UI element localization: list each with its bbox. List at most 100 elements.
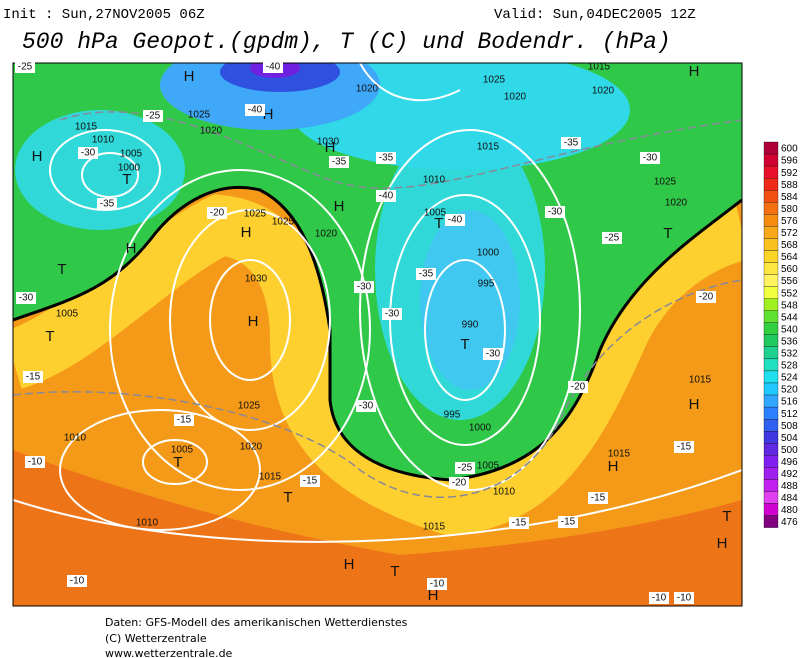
- temperature-label: -25: [605, 233, 620, 244]
- high-pressure-marker: H: [344, 556, 355, 573]
- temperature-label: -30: [81, 148, 96, 159]
- colorbar-label: 560: [781, 264, 798, 275]
- colorbar-swatch: [763, 334, 779, 347]
- temperature-label-box: [558, 516, 578, 528]
- colorbar-label: 544: [781, 312, 798, 323]
- colorbar-label: 580: [781, 204, 798, 215]
- temperature-label: -10: [652, 593, 667, 604]
- isobar-label: 1000: [469, 423, 492, 434]
- temperature-label-box: [143, 110, 163, 122]
- temperature-label-box: [568, 381, 588, 393]
- isobar-label: 1020: [315, 229, 338, 240]
- temperature-label-box: [674, 441, 694, 453]
- temperature-label-box: [588, 492, 608, 504]
- colorbar-swatch: [763, 214, 779, 227]
- temperature-label-box: [97, 198, 117, 210]
- isobar-label: 1030: [245, 274, 268, 285]
- colorbar-label: 600: [781, 144, 798, 155]
- colorbar-label: 516: [781, 397, 798, 408]
- isobar-label: 1005: [56, 309, 79, 320]
- colorbar-swatch: [763, 515, 779, 528]
- colorbar-swatch: [763, 141, 779, 155]
- high-pressure-marker: H: [32, 148, 43, 165]
- temperature-label-box: [329, 156, 349, 168]
- colorbar-label: 536: [781, 336, 798, 347]
- colorbar-label: 568: [781, 240, 798, 251]
- isobar-label: 1020: [240, 442, 263, 453]
- temperature-label: -15: [303, 476, 318, 487]
- low-pressure-marker: T: [45, 328, 54, 345]
- colorbar-swatch: [763, 190, 779, 203]
- isobar-label: 1025: [483, 75, 506, 86]
- temperature-label: -40: [266, 62, 281, 73]
- colorbar-label: 512: [781, 409, 798, 420]
- isobar-label: 1000: [118, 163, 141, 174]
- temperature-label-box: [561, 137, 581, 149]
- temperature-label: -20: [210, 208, 225, 219]
- high-pressure-marker: H: [608, 458, 619, 475]
- isobar-label: 1020: [665, 198, 688, 209]
- temperature-label-box: [382, 308, 402, 320]
- temperature-label: -30: [19, 293, 34, 304]
- isobar-label: 1010: [423, 175, 446, 186]
- isobar-label: 995: [444, 410, 461, 421]
- isobar-label: 1025: [238, 401, 261, 412]
- high-pressure-marker: H: [248, 313, 259, 330]
- colorbar-label: 572: [781, 228, 798, 239]
- temperature-label-box: [602, 232, 622, 244]
- temperature-label-box: [674, 592, 694, 604]
- temperature-label-box: [376, 190, 396, 202]
- colorbar-swatch: [763, 165, 779, 179]
- temperature-label-box: [207, 207, 227, 219]
- temperature-label: -30: [359, 401, 374, 412]
- temperature-label-box: [416, 268, 436, 280]
- map-title: 500 hPa Geopot.(gpdm), T (C) und Bodendr…: [22, 29, 671, 55]
- temperature-label: -10: [430, 579, 445, 590]
- colorbar-label: 520: [781, 385, 798, 396]
- temperature-label: -35: [100, 199, 115, 210]
- isobar-label: 1025: [244, 209, 267, 220]
- low-pressure-marker: T: [283, 489, 292, 506]
- temperature-label-box: [15, 61, 35, 73]
- high-pressure-marker: H: [689, 63, 700, 80]
- isobar-label: 1015: [423, 522, 446, 533]
- map-field: [13, 63, 742, 606]
- temperature-label: -25: [18, 62, 33, 73]
- isobar-label: 1020: [200, 126, 223, 137]
- colorbar-label: 504: [781, 433, 798, 444]
- isobar-label: 1015: [259, 472, 282, 483]
- temperature-label-box: [455, 462, 475, 474]
- temperature-label: -20: [452, 478, 467, 489]
- colorbar-swatch: [763, 431, 779, 444]
- high-pressure-marker: H: [428, 587, 439, 604]
- colorbar-label: 484: [781, 493, 798, 504]
- colorbar-label: 588: [781, 180, 798, 191]
- isobar-label: 1005: [120, 149, 143, 160]
- temperature-label: -30: [385, 309, 400, 320]
- colorbar-label: 476: [781, 517, 798, 528]
- temperature-label: -15: [177, 415, 192, 426]
- colorbar-swatch: [763, 394, 779, 408]
- low-pressure-marker: T: [460, 336, 469, 353]
- low-pressure-marker: T: [57, 261, 66, 278]
- colorbar-swatch: [763, 418, 779, 432]
- isobar-label: 990: [462, 320, 479, 331]
- temperature-label: -30: [643, 153, 658, 164]
- temperature-label: -15: [561, 517, 576, 528]
- low-pressure-marker: T: [434, 215, 443, 232]
- colorbar-swatch: [763, 382, 779, 396]
- colorbar-label: 492: [781, 469, 798, 480]
- colorbar-label: 576: [781, 216, 798, 227]
- colorbar-label: 496: [781, 457, 798, 468]
- temperature-label: -35: [419, 269, 434, 280]
- isobar-label: 1005: [424, 208, 447, 219]
- high-pressure-marker: H: [334, 198, 345, 215]
- isobar-label: 1010: [493, 487, 516, 498]
- init-time: Init : Sun,27NOV2005 06Z: [3, 7, 205, 23]
- temperature-label: -10: [677, 593, 692, 604]
- colorbar-label: 500: [781, 445, 798, 456]
- colorbar-label: 480: [781, 505, 798, 516]
- isobar-label: 1005: [171, 445, 194, 456]
- high-pressure-marker: H: [126, 240, 137, 257]
